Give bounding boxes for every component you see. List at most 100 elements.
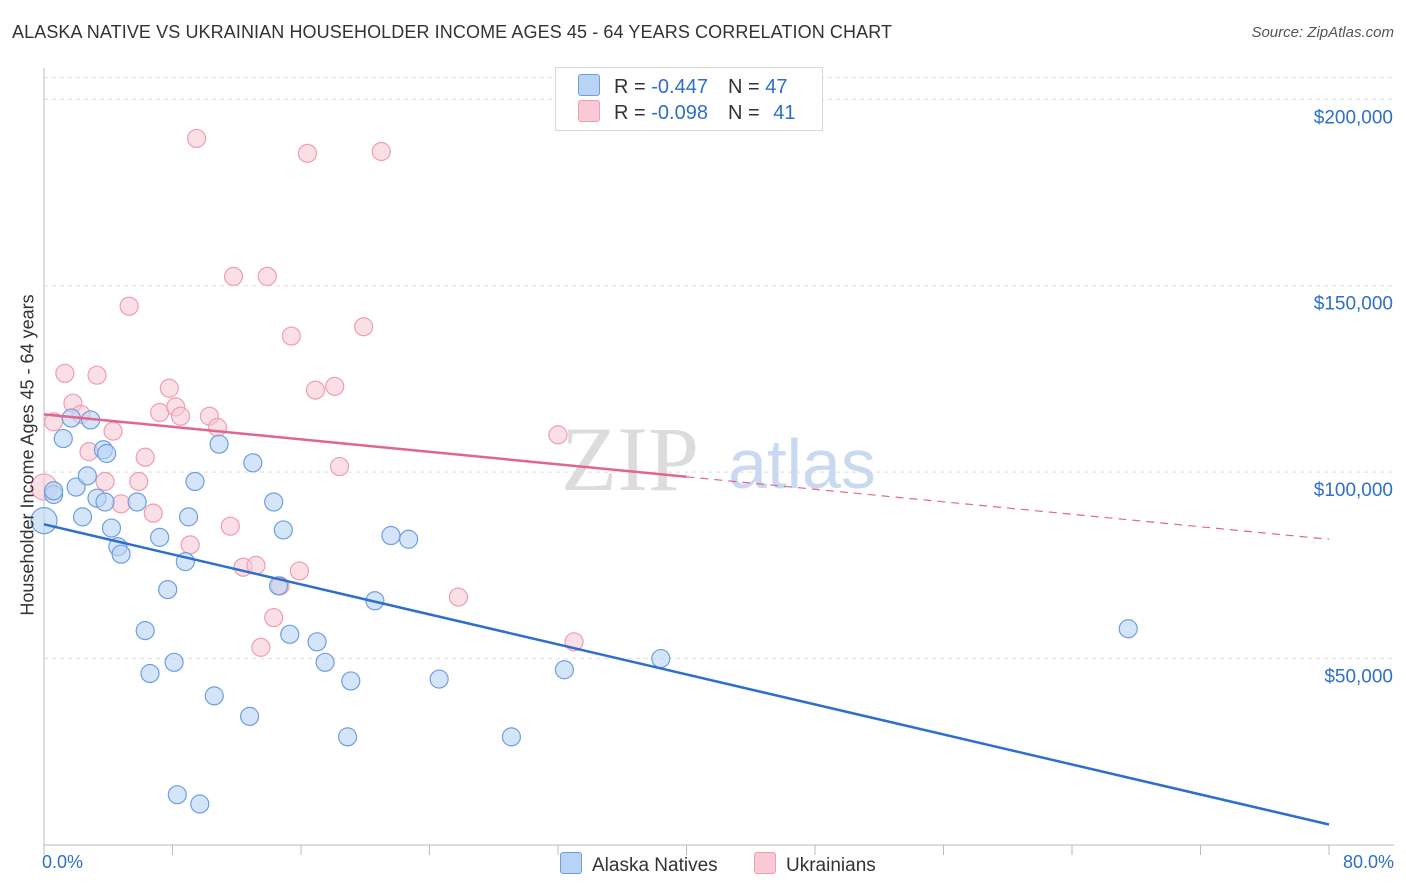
alaska-point-21 [167,785,187,805]
ukr-point-30 [281,326,301,346]
legend-row-ukr: R = -0.098 N = 41 [578,100,795,126]
legend-r-label: R = [614,102,652,124]
ukr-point-8 [103,421,123,441]
alaska-point-2 [53,428,73,449]
bottom-legend-swatch-alaska [560,852,582,874]
alaska-point-37 [341,671,361,691]
ukr-trend-solid [43,413,687,479]
alaska-point-30 [264,492,284,512]
watermark-zip: ZIP [561,408,699,510]
alaska-point-34 [307,632,327,652]
alaska-point-15 [127,492,147,512]
alaska-point-36 [337,727,358,747]
ukr-point-17 [170,406,191,426]
alaska-point-27 [209,434,229,454]
ukr-point-12 [135,447,155,467]
axes [43,68,1394,855]
legend-r-value-ukr: -0.098 [651,102,708,124]
alaska-point-25 [190,794,210,814]
ukr-point-2 [55,363,75,383]
ukr-point-26 [251,637,271,657]
trend-lines [43,413,1330,826]
y-axis-label: Householder Income Ages 45 - 64 years [17,294,38,616]
alaska-point-12 [101,518,122,538]
ukr-point-6 [87,365,107,385]
watermark-atlas: atlas [728,425,876,503]
alaska-point-39 [381,525,401,546]
ukr-point-35 [329,456,350,477]
ukr-point-33 [305,380,326,400]
bottom-legend-swatch-ukr [754,852,776,874]
ukr-point-9 [111,494,131,514]
ukr-point-18 [180,535,200,555]
alaska-point-42 [501,727,522,747]
alaska-point-44 [651,648,671,669]
bottom-legend-label-ukr: Ukrainians [786,855,876,876]
ukr-point-37 [371,141,391,162]
alaska-point-11 [97,443,117,464]
alaska-trend-line [43,523,1330,826]
stats-legend: R = -0.447 N = 47 R = -0.098 N = 41 [555,67,823,131]
alaska-point-5 [72,507,93,527]
y-tick-label-0: $50,000 [1324,667,1393,688]
x-tick-label-max: 80.0% [1342,852,1394,872]
legend-n-label: N = [727,102,766,124]
alaska-point-14 [111,544,131,564]
ukr-point-14 [150,402,170,423]
bottom-legend-alaska[interactable]: Alaska Natives [560,852,718,877]
alaska-point-23 [178,507,199,527]
alaska-point-32 [273,520,293,540]
bottom-legend-label-alaska: Alaska Natives [592,855,718,876]
alaska-point-29 [243,453,263,473]
alaska-point-26 [204,686,224,706]
alaska-point-6 [77,466,97,486]
alaska-point-45 [1118,619,1138,639]
ukr-point-31 [289,561,309,581]
legend-r-value-alaska: -0.447 [651,76,708,98]
ukr-point-27 [257,266,277,286]
ukr-point-39 [548,425,568,445]
ukr-point-28 [264,607,284,628]
ukr-point-7 [95,471,115,492]
alaska-point-43 [554,660,575,680]
ukr-point-15 [159,378,179,398]
ukr-point-32 [297,143,318,163]
y-tick-label-1: $100,000 [1314,480,1393,501]
ukr-point-10 [119,296,139,316]
alaska-point-10 [95,492,115,512]
ukr-point-21 [207,417,228,437]
legend-swatch-ukr [578,100,600,122]
alaska-point-18 [150,527,170,547]
alaska-point-28 [240,706,260,726]
alaska-point-40 [399,529,419,549]
legend-r-label: R = [614,76,652,98]
bottom-legend-ukr[interactable]: Ukrainians [754,852,876,877]
ukr-point-36 [354,317,374,337]
ukr-point-23 [223,266,244,286]
ukr-point-22 [220,516,240,536]
y-tick-label-2: $150,000 [1314,294,1393,315]
alaska-point-46 [44,481,64,501]
alaska-point-24 [185,471,205,492]
legend-n-label: N = [727,76,766,98]
legend-row-alaska: R = -0.447 N = 47 [578,74,787,100]
chart-source: Source: ZipAtlas.com [1251,24,1394,41]
ukr-point-11 [129,471,149,492]
ukr-point-34 [325,376,345,396]
watermark: ZIP atlas [561,408,876,510]
x-tick-label-min: 0.0% [42,852,84,872]
alaska-point-20 [164,652,184,672]
legend-swatch-alaska [578,74,600,96]
ukr-point-38 [448,587,469,607]
legend-n-value-alaska: 47 [765,76,788,98]
ukr-point-13 [143,503,163,523]
chart-title: ALASKA NATIVE VS UKRAINIAN HOUSEHOLDER I… [12,22,893,42]
ukrainians-points [30,128,584,657]
alaska-point-33 [280,624,300,644]
y-tick-label-3: $200,000 [1314,107,1393,128]
y-tick-labels: $50,000 $100,000 $150,000 $200,000 [1314,107,1393,687]
alaska-point-35 [315,652,335,672]
alaska-point-16 [135,621,155,641]
alaska-point-17 [140,663,160,684]
